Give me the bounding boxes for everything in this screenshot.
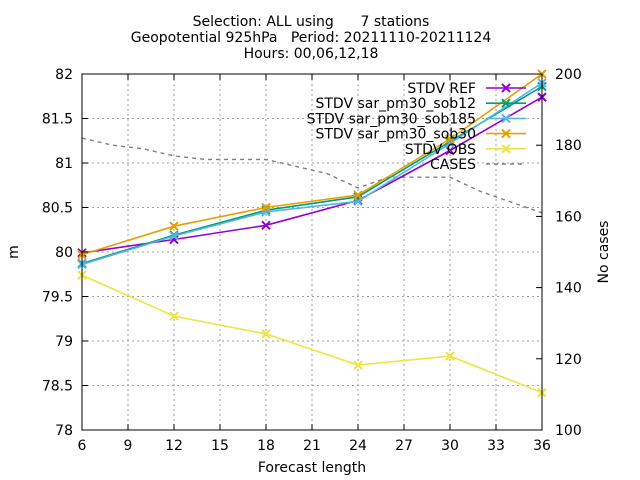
legend-marker (501, 144, 511, 154)
x-tick-label: 15 (211, 438, 229, 454)
y-tick-label: 81.5 (42, 112, 73, 128)
marker-stroke (169, 231, 179, 241)
series-line-2 (81, 82, 543, 266)
series-4-point (353, 360, 363, 370)
series-3-point (261, 202, 271, 213)
legend-marker (501, 128, 511, 139)
series-line-3 (81, 73, 543, 256)
chart-title-line-1: Selection: ALL using 7 stations (193, 14, 430, 30)
y-tick-label: 82 (55, 67, 73, 83)
legend-label: STDV sar_pm30_sob12 (315, 96, 476, 112)
chart-title: Selection: ALL using 7 stations Geopoten… (131, 14, 492, 62)
x-tick-label: 27 (395, 438, 413, 454)
legend-label: STDV sar_pm30_sob185 (307, 111, 476, 127)
series-line-4 (81, 274, 543, 394)
y-tick-label: 80 (55, 245, 73, 261)
series-0-point (261, 220, 271, 231)
marker-stroke (445, 145, 455, 156)
y-tick-label: 78.5 (42, 379, 73, 395)
legend-marker (501, 83, 511, 93)
marker-stroke (261, 329, 271, 339)
marker-stroke (169, 221, 179, 231)
marker-stroke (353, 190, 363, 200)
y-tick-label: 78 (55, 423, 73, 439)
marker-stroke (353, 360, 363, 370)
y-tick-label: 80.5 (42, 201, 73, 217)
y2-tick-label: 120 (555, 352, 582, 368)
series-4-point (169, 311, 179, 321)
series-4-point (261, 329, 271, 339)
marker-stroke (261, 202, 271, 213)
legend-label: CASES (430, 157, 476, 173)
series-0-point (445, 145, 455, 156)
x-tick-label: 6 (78, 438, 87, 454)
marker-stroke (445, 134, 455, 144)
series-2-point (169, 231, 179, 241)
grid (82, 74, 542, 430)
y-tick-label: 79.5 (42, 290, 73, 306)
x-tick-label: 12 (165, 438, 183, 454)
marker-stroke (169, 311, 179, 321)
y2-tick-label: 160 (555, 209, 582, 225)
y2-tick-label: 140 (555, 281, 582, 297)
legend-marker (501, 113, 511, 124)
y-tick-label: 81 (55, 156, 73, 172)
series-3-point (445, 134, 455, 144)
y2-tick-label: 200 (555, 67, 582, 83)
y-axis-label: m (6, 245, 22, 259)
legend-label: STDV sar_pm30_sob30 (315, 127, 476, 143)
axis-ticks: 6 9 12 15 18 21 24 27 30 33 36 78 78.5 79 79.5 80 80.5 81… (42, 67, 582, 454)
y2-tick-label: 180 (555, 138, 582, 154)
x-axis-label: Forecast length (258, 460, 366, 476)
y-tick-label: 79 (55, 334, 73, 350)
y2-axis-label: No cases (596, 221, 612, 284)
legend-label: STDV REF (407, 81, 476, 97)
legend-marker (501, 98, 511, 108)
x-tick-label: 24 (349, 438, 367, 454)
x-tick-label: 9 (124, 438, 133, 454)
chart-title-line-2: Geopotential 925hPa Period: 20211110-202… (131, 30, 492, 46)
x-tick-label: 36 (533, 438, 551, 454)
marker-stroke (261, 220, 271, 231)
cases-layer (81, 137, 543, 214)
x-tick-label: 18 (257, 438, 275, 454)
chart-title-line-3: Hours: 00,06,12,18 (244, 46, 379, 62)
x-tick-label: 30 (441, 438, 459, 454)
x-tick-label: 33 (487, 438, 505, 454)
series-3-point (353, 190, 363, 200)
y2-tick-label: 100 (555, 423, 582, 439)
series-3-point (169, 221, 179, 231)
legend-label: STDV OBS (405, 142, 476, 158)
marker-stroke (445, 351, 455, 361)
series-4-point (445, 351, 455, 361)
series-line-5 (81, 137, 543, 214)
x-tick-label: 21 (303, 438, 321, 454)
series-line-0 (81, 96, 543, 254)
